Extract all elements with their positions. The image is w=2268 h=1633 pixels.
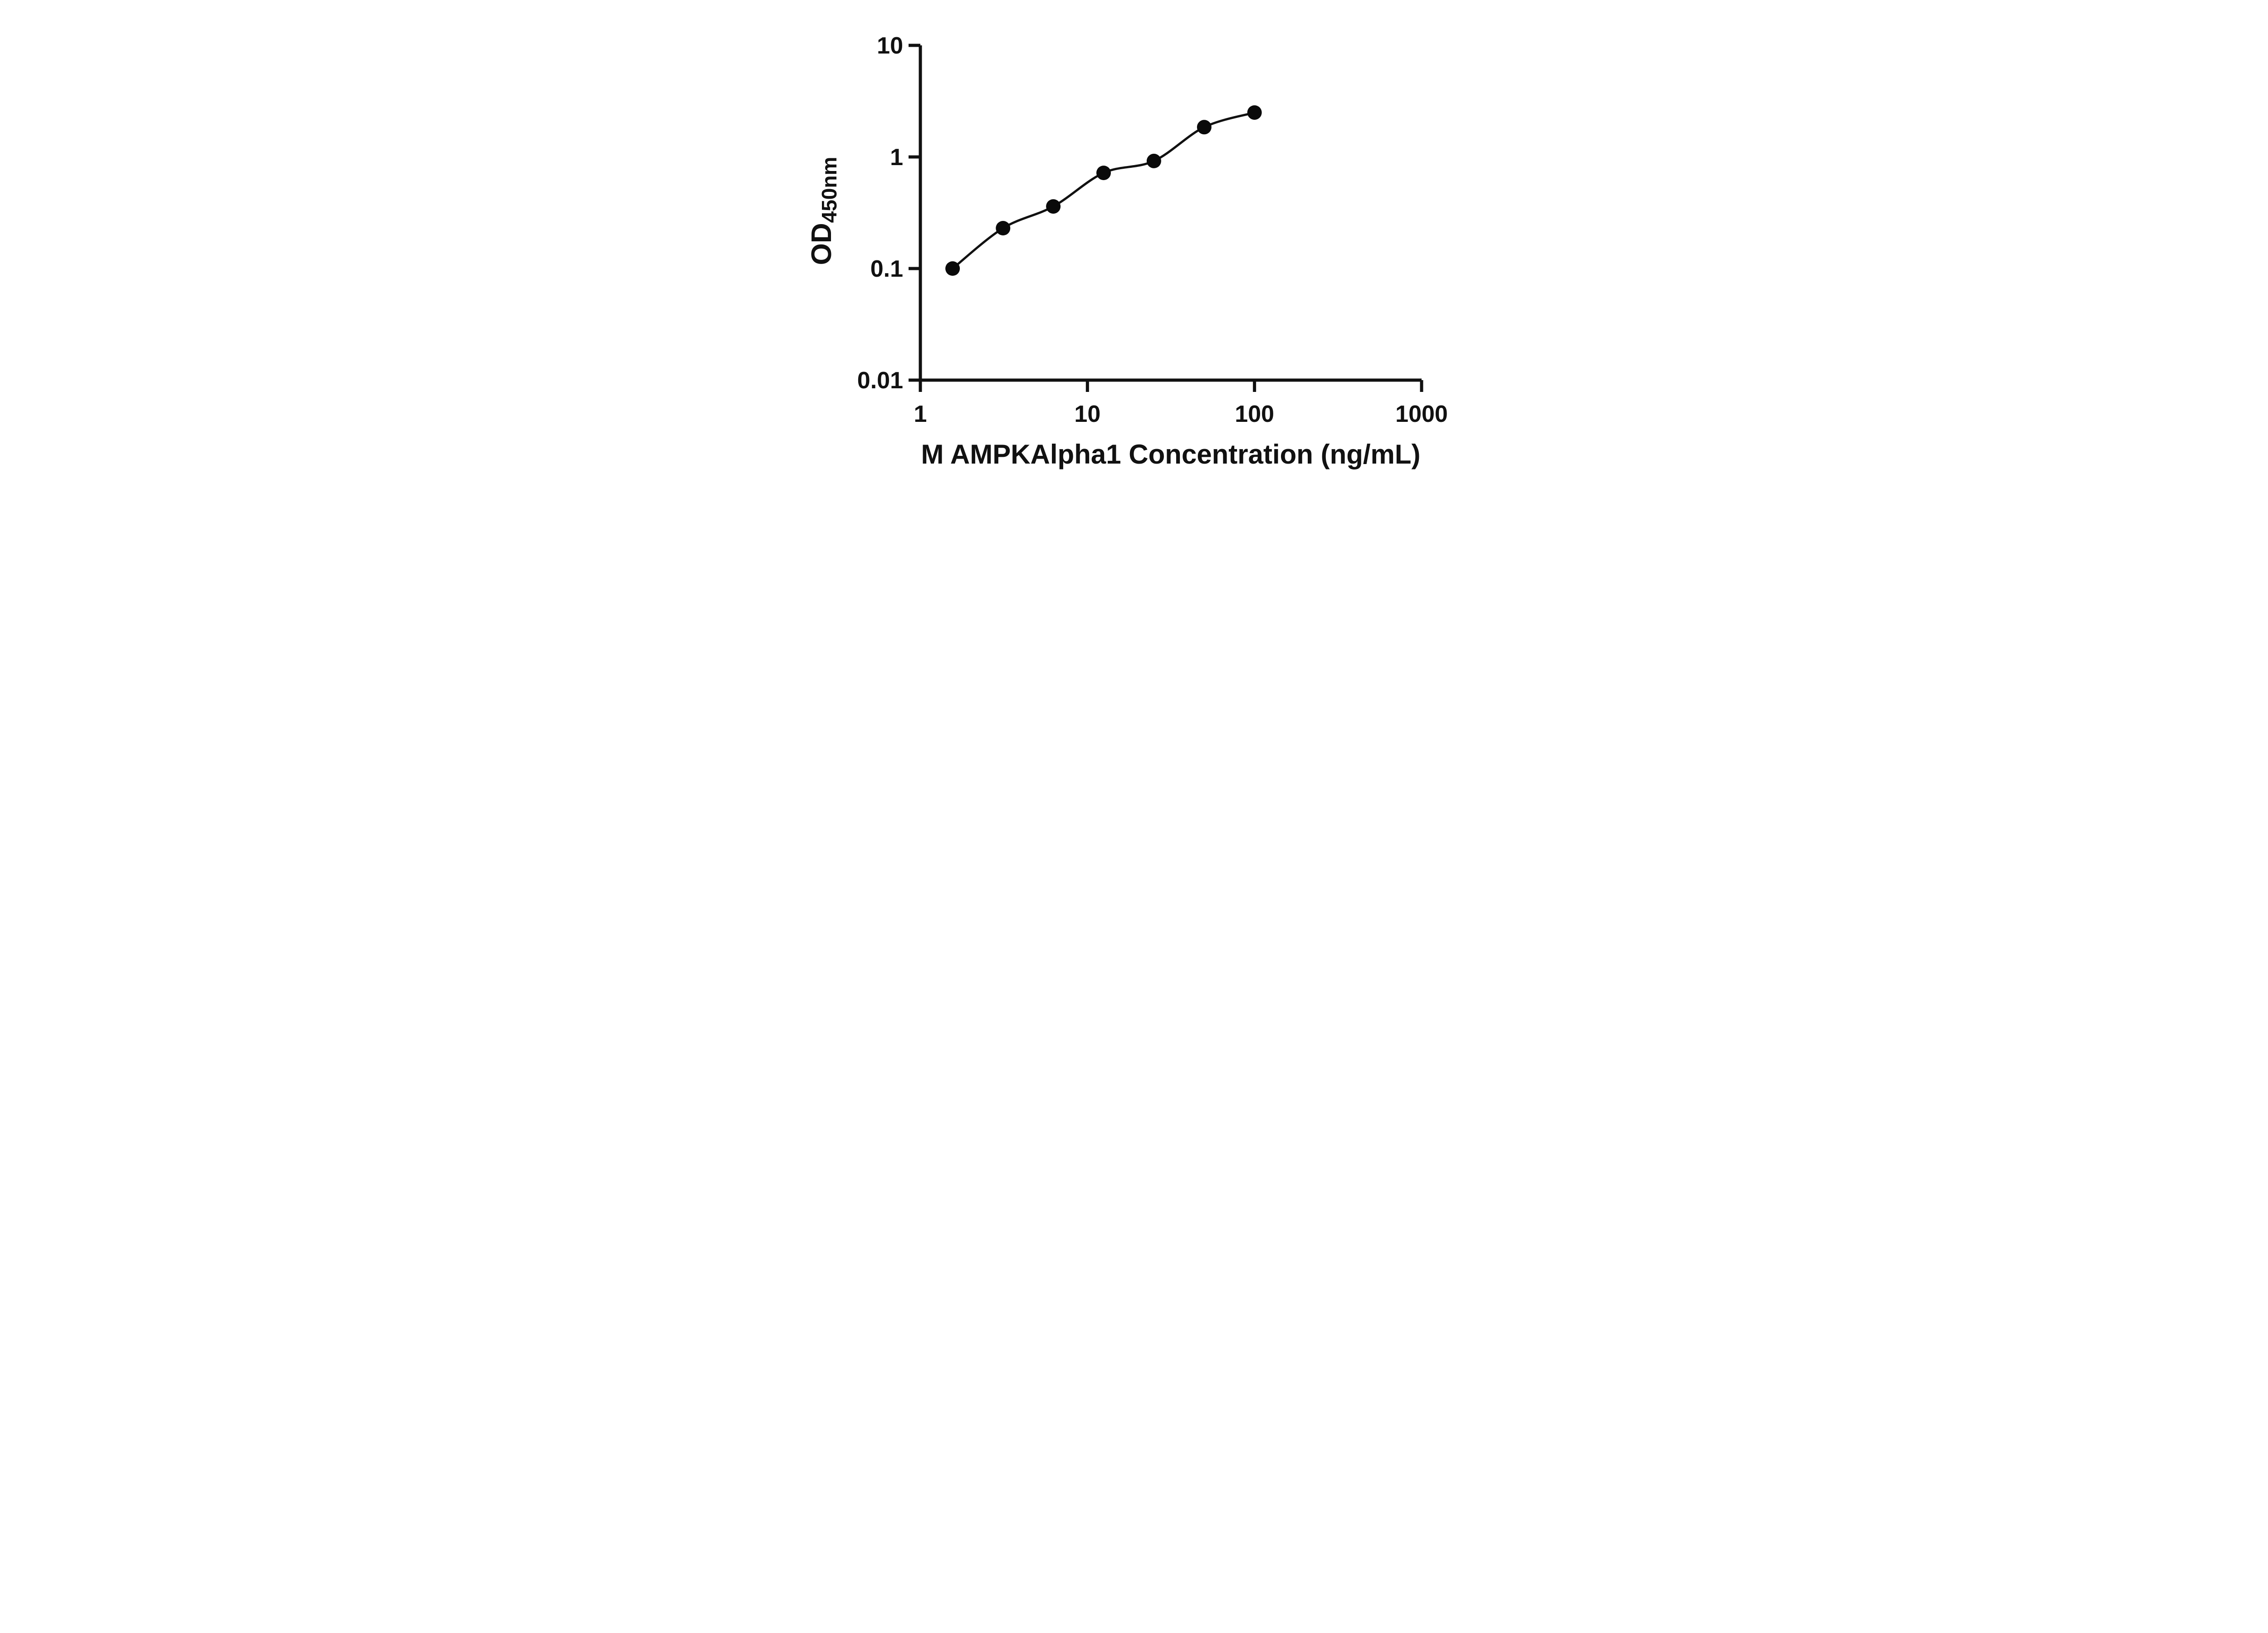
standard-curve-chart: 1 10 100 1000 0.01 0.1 1 10 OD450nm M AMPKAlpha…: [806, 33, 1448, 469]
data-point: [1247, 105, 1262, 120]
y-axis-title-main: OD: [806, 223, 837, 265]
data-point: [995, 221, 1010, 235]
y-axis-title-subscript: 450nm: [817, 157, 841, 223]
data-point: [945, 261, 960, 276]
y-tick-label: 0.1: [870, 256, 903, 282]
data-point: [1197, 120, 1212, 135]
data-point: [1146, 153, 1161, 168]
data-point: [1046, 199, 1061, 214]
x-tick-label: 1000: [1395, 401, 1448, 427]
elisa-standard-curve-figure: 1 10 100 1000 0.01 0.1 1 10 OD450nm M AMPKAlpha…: [784, 0, 1484, 490]
plot-layer: 1 10 100 1000 0.01 0.1 1 10: [857, 33, 1447, 427]
y-tick-label: 1: [890, 144, 903, 171]
data-point: [1096, 166, 1111, 181]
x-tick-label: 10: [1074, 401, 1100, 427]
x-axis-title: M AMPKAlpha1 Concentration (ng/mL): [921, 439, 1420, 469]
x-tick-label: 100: [1235, 401, 1274, 427]
fit-curve: [952, 111, 1255, 269]
x-tick-label: 1: [914, 401, 927, 427]
y-tick-label: 10: [877, 33, 903, 59]
y-axis-title: OD450nm: [806, 157, 841, 265]
y-tick-label: 0.01: [857, 367, 903, 394]
